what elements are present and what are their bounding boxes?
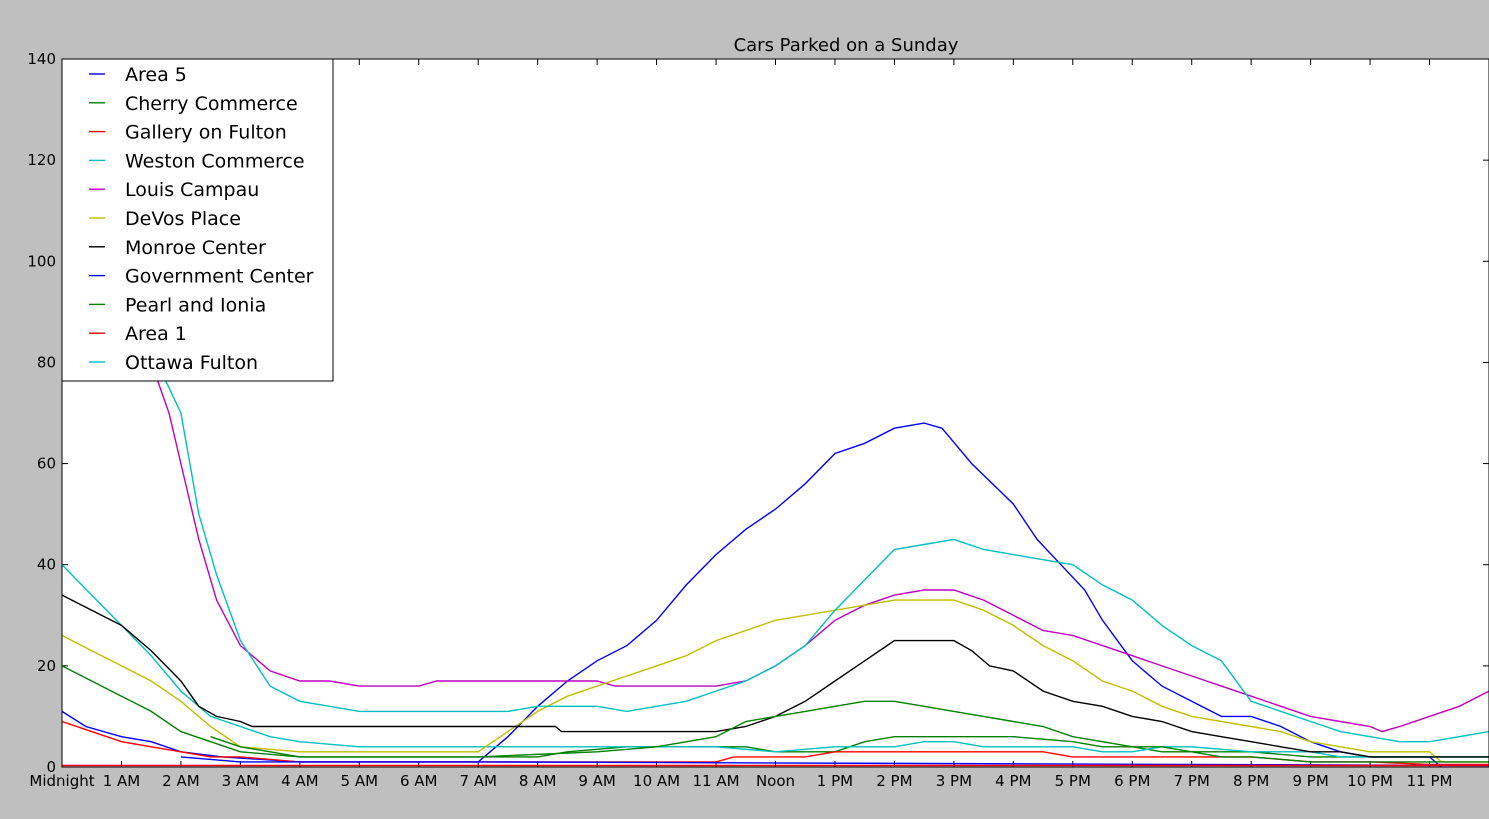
- x-tick-label: 11 PM: [1407, 772, 1453, 790]
- x-tick-label: 1 PM: [817, 772, 853, 790]
- x-tick-label: 6 AM: [400, 772, 438, 790]
- y-tick-label: 60: [37, 455, 56, 473]
- legend-label: Pearl and Ionia: [125, 294, 266, 316]
- x-tick-label: 2 PM: [876, 772, 912, 790]
- x-tick-label: 2 AM: [162, 772, 200, 790]
- legend-label: Government Center: [125, 266, 314, 288]
- legend-label: Louis Campau: [125, 179, 259, 201]
- series-line-9: [210, 700, 1489, 763]
- x-tick-label: 9 PM: [1292, 772, 1328, 790]
- x-tick-label: 4 AM: [281, 772, 319, 790]
- x-tick-label: 9 AM: [578, 772, 616, 790]
- x-tick-label: 10 AM: [633, 772, 680, 790]
- x-tick-label: 1 AM: [103, 772, 141, 790]
- legend-label: DeVos Place: [125, 208, 241, 230]
- x-tick-label: 8 PM: [1233, 772, 1269, 790]
- y-tick-label: 100: [27, 252, 56, 270]
- legend: Area 5 Cherry Commerce Gallery on Fulton We…: [61, 58, 334, 382]
- x-tick-label: 3 PM: [936, 772, 972, 790]
- x-tick-label: 5 PM: [1055, 772, 1091, 790]
- series-line-4: [62, 564, 1489, 758]
- chart-title: Cars Parked on a Sunday: [734, 35, 959, 56]
- legend-label: Cherry Commerce: [125, 93, 298, 115]
- y-tick-label: 20: [37, 657, 56, 675]
- y-tick-label: 120: [27, 151, 56, 169]
- legend-box: [61, 58, 334, 382]
- series-lines: [62, 362, 1489, 767]
- x-tick-label: Midnight: [29, 772, 94, 790]
- x-tick-label: 7 PM: [1174, 772, 1210, 790]
- legend-label: Ottawa Fulton: [125, 352, 258, 374]
- x-tick-label: 7 AM: [459, 772, 497, 790]
- x-tick-label: 10 PM: [1347, 772, 1393, 790]
- series-line-6: [62, 599, 1489, 763]
- axis-ticks: 0 20 40 60 80 100 120 140 Midnight 1 AM 2 AM 3 AM 4 …: [27, 50, 1489, 790]
- legend-label: Monroe Center: [125, 237, 266, 259]
- y-tick-label: 40: [37, 556, 56, 574]
- legend-label: Area 5: [125, 64, 187, 86]
- plot-frame: [61, 58, 1489, 768]
- x-tick-label: 3 AM: [222, 772, 260, 790]
- legend-label: Gallery on Fulton: [125, 122, 287, 144]
- y-tick-label: 140: [27, 50, 56, 68]
- y-tick-label: 80: [37, 353, 56, 371]
- legend-label: Weston Commerce: [125, 150, 305, 172]
- series-line-8: [180, 756, 1489, 767]
- y-tick-label: 0: [46, 758, 56, 776]
- x-tick-label: 11 AM: [693, 772, 740, 790]
- legend-label: Area 1: [125, 323, 187, 345]
- series-line-7: [62, 594, 1489, 758]
- series-line-11: [156, 362, 1489, 743]
- x-tick-label: 6 PM: [1114, 772, 1150, 790]
- x-tick-label: Noon: [756, 772, 795, 790]
- x-tick-label: 4 PM: [995, 772, 1031, 790]
- x-tick-label: 8 AM: [519, 772, 557, 790]
- x-tick-label: 5 AM: [341, 772, 379, 790]
